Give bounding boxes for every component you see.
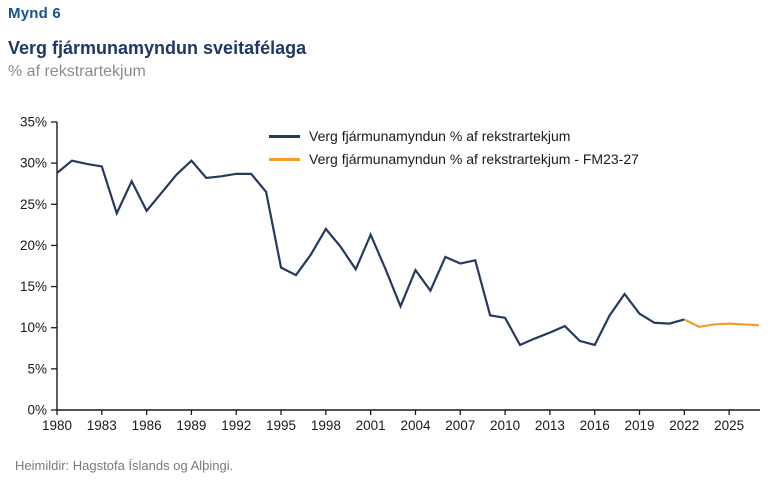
y-axis-label: 10% (20, 320, 47, 335)
x-axis-label: 2019 (624, 418, 654, 433)
x-axis-label: 2010 (490, 418, 520, 433)
x-axis-label: 2007 (445, 418, 475, 433)
x-axis-label: 1998 (311, 418, 341, 433)
x-axis-label: 1992 (221, 418, 251, 433)
x-axis-label: 2013 (535, 418, 565, 433)
y-axis-label: 15% (20, 279, 47, 294)
x-axis-label: 1986 (132, 418, 162, 433)
legend-label-main: Verg fjármunamyndun % af rekstrartekjum (309, 128, 571, 144)
x-axis-label: 2001 (356, 418, 386, 433)
y-axis-label: 30% (20, 156, 47, 171)
legend-label-forecast: Verg fjármunamyndun % af rekstrartekjum … (309, 151, 639, 167)
figure-number: Mynd 6 (8, 5, 61, 22)
chart-subtitle: % af rekstrartekjum (8, 63, 146, 80)
axis-lines (56, 122, 760, 411)
x-axis-label: 1980 (42, 418, 72, 433)
series-line-forecast (683, 318, 760, 329)
y-axis-label: 0% (27, 403, 47, 418)
x-axis-label: 2004 (400, 418, 431, 433)
legend-line-main-icon (269, 134, 300, 138)
y-axis-label: 5% (27, 361, 47, 376)
x-axis-label: 2022 (669, 418, 699, 433)
x-axis-label: 2016 (580, 418, 610, 433)
x-axis-label: 2025 (714, 418, 744, 433)
legend-line-forecast-icon (269, 157, 300, 161)
legend-item-forecast: Verg fjármunamyndun % af rekstrartekjum … (269, 151, 639, 167)
x-axis-label: 1995 (266, 418, 296, 433)
chart-title: Verg fjármunamyndun sveitafélaga (8, 38, 307, 58)
legend-item-main: Verg fjármunamyndun % af rekstrartekjum (269, 128, 639, 144)
series-line-main (56, 159, 685, 347)
chart-legend: Verg fjármunamyndun % af rekstrartekjum … (269, 128, 639, 167)
source-note: Heimildir: Hagstofa Íslands og Alþingi. (15, 458, 234, 473)
y-axis-label: 35% (20, 115, 47, 130)
y-axis-label: 25% (20, 197, 47, 212)
y-axis-label: 20% (20, 238, 47, 253)
x-axis-label: 1983 (87, 418, 117, 433)
x-axis-label: 1989 (176, 418, 206, 433)
